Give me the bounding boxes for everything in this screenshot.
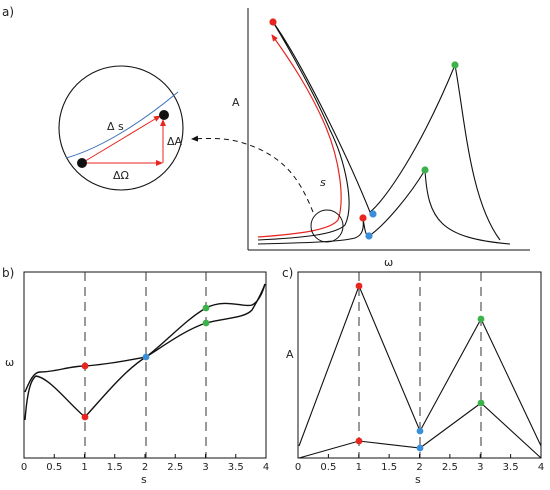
panel-b-y-axis-label: ω bbox=[5, 356, 14, 369]
panel-b-point-red-lower bbox=[81, 413, 89, 421]
point-red-lower bbox=[359, 214, 367, 222]
panel-c-point-blue-lower bbox=[416, 444, 424, 452]
panel-a-label: a) bbox=[2, 5, 14, 19]
panel-c-label: c) bbox=[282, 266, 293, 280]
panel-b-curve-upper bbox=[24, 283, 266, 393]
panel-b-tick-label: 0.5 bbox=[46, 462, 62, 473]
panel-c-point-blue-upper bbox=[416, 427, 424, 435]
panel-b-tick-label: 3.5 bbox=[228, 462, 244, 473]
inset-end-dot bbox=[159, 110, 169, 120]
panel-a-y-axis-label: A bbox=[232, 96, 240, 109]
panel-c-tick-label: 1 bbox=[356, 462, 362, 473]
panel-b-tick-label: 2 bbox=[142, 462, 148, 473]
point-blue-upper bbox=[369, 210, 377, 218]
point-green-lower bbox=[421, 166, 429, 174]
panel-a: a) A ω s Δ s ΔA bbox=[2, 5, 530, 269]
panel-b-label: b) bbox=[2, 266, 14, 280]
panel-b-point-green-upper bbox=[202, 304, 210, 312]
panel-b-tick-label: 1 bbox=[81, 462, 87, 473]
panel-c-point-red-upper bbox=[355, 282, 363, 290]
inset-curve bbox=[65, 91, 179, 159]
panel-c-point-green-upper bbox=[477, 315, 485, 323]
panel-c-tick-label: 3.5 bbox=[503, 462, 519, 473]
panel-b-point-green-lower bbox=[202, 319, 210, 327]
panel-a-x-axis-label: ω bbox=[384, 256, 393, 269]
panel-b-curve-lower bbox=[24, 283, 266, 421]
point-blue-lower bbox=[365, 232, 373, 240]
panel-c-tick-label: 3 bbox=[477, 462, 483, 473]
zoom-arrow bbox=[191, 135, 314, 213]
inset-delta-omega-label: ΔΩ bbox=[113, 169, 129, 182]
panel-c-tick-label: 1.5 bbox=[381, 462, 397, 473]
inset-start-dot bbox=[77, 158, 87, 168]
panel-b-tick-label: 4 bbox=[263, 462, 269, 473]
arc-length-label: s bbox=[320, 176, 326, 189]
panel-c-tick-label: 4 bbox=[538, 462, 544, 473]
inset-delta-s-arrow bbox=[81, 115, 161, 164]
panel-b: b) ω s 0 0.5 1 1.5 2 2.5 3 3.5 4 bbox=[2, 266, 269, 486]
point-green-top bbox=[451, 61, 459, 69]
panel-b-frame bbox=[23, 271, 267, 459]
inset: Δ s ΔA ΔΩ bbox=[58, 65, 184, 191]
inset-delta-s-label: Δ s bbox=[107, 120, 124, 133]
panel-b-point-blue bbox=[142, 353, 150, 361]
panel-b-tick-label: 0 bbox=[21, 462, 27, 473]
panel-b-point-red-upper bbox=[81, 362, 89, 370]
panel-c-tick-label: 2 bbox=[416, 462, 422, 473]
panel-c-x-ticks: 0 0.5 1 1.5 2 2.5 3 3.5 4 bbox=[295, 454, 544, 473]
panel-c-tick-label: 0 bbox=[295, 462, 301, 473]
panel-c-point-red-lower bbox=[355, 437, 363, 445]
inset-delta-a-label: ΔA bbox=[167, 135, 183, 148]
panel-b-x-ticks: 0 0.5 1 1.5 2 2.5 3 3.5 4 bbox=[21, 454, 269, 473]
point-red-top bbox=[269, 18, 277, 26]
panel-c-y-axis-label: A bbox=[286, 348, 294, 361]
panel-c-point-green-lower bbox=[477, 399, 485, 407]
panel-c-tick-label: 2.5 bbox=[442, 462, 458, 473]
frc-outer-curve bbox=[257, 21, 501, 241]
inset-circle bbox=[58, 65, 184, 191]
panel-c-x-axis-label: s bbox=[415, 473, 421, 486]
zoom-circle bbox=[310, 209, 344, 243]
panel-b-tick-label: 3 bbox=[202, 462, 208, 473]
panel-b-tick-label: 1.5 bbox=[107, 462, 123, 473]
panel-c: c) A s 0 0.5 1 1.5 2 2.5 3 3.5 4 bbox=[282, 266, 544, 486]
panel-c-tick-label: 0.5 bbox=[320, 462, 336, 473]
panel-b-x-axis-label: s bbox=[141, 473, 147, 486]
panel-b-tick-label: 2.5 bbox=[167, 462, 183, 473]
